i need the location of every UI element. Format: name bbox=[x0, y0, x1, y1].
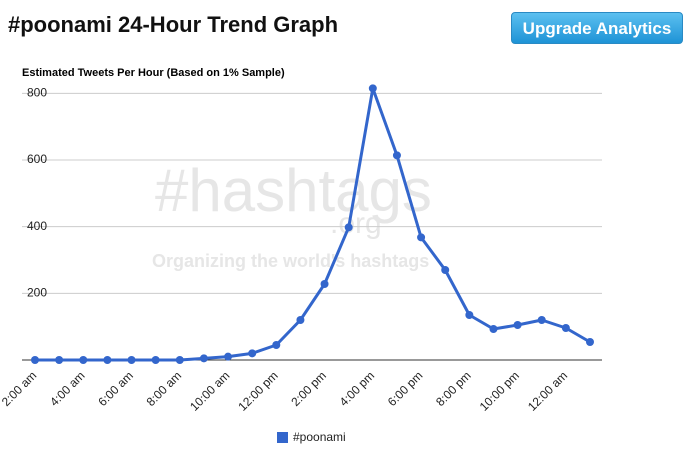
data-point bbox=[465, 311, 474, 319]
data-point bbox=[224, 352, 233, 361]
data-point bbox=[151, 356, 160, 364]
data-point bbox=[103, 356, 112, 364]
watermark: #hashtags .org Organizing the world's ha… bbox=[152, 157, 432, 271]
page-title: #poonami 24-Hour Trend Graph bbox=[8, 12, 338, 37]
data-point bbox=[31, 356, 39, 364]
y-tick-label: 200 bbox=[27, 286, 47, 300]
x-tick-label: 2:00 am bbox=[0, 368, 39, 409]
x-tick-label: 4:00 pm bbox=[337, 368, 378, 409]
data-point bbox=[175, 356, 184, 364]
x-tick-label: 12:00 pm bbox=[235, 368, 280, 413]
x-tick-label: 8:00 pm bbox=[433, 368, 474, 409]
data-point bbox=[344, 223, 353, 232]
data-point bbox=[585, 338, 594, 346]
y-tick-label: 400 bbox=[27, 219, 47, 233]
data-point bbox=[55, 356, 64, 364]
chart-title: Estimated Tweets Per Hour (Based on 1% S… bbox=[22, 67, 285, 79]
data-point bbox=[441, 266, 450, 274]
data-point bbox=[489, 325, 498, 333]
y-tick-label: 800 bbox=[27, 86, 47, 100]
x-tick-label: 10:00 pm bbox=[477, 368, 522, 413]
data-point bbox=[296, 316, 305, 324]
data-point bbox=[537, 316, 546, 324]
data-point bbox=[513, 321, 522, 329]
x-tick-label: 12:00 am bbox=[525, 368, 570, 413]
watermark-tagline: Organizing the world's hashtags bbox=[152, 251, 429, 271]
x-tick-label: 10:00 am bbox=[187, 368, 232, 413]
legend-label: #poonami bbox=[293, 430, 346, 444]
data-point bbox=[368, 84, 377, 93]
data-point bbox=[199, 354, 208, 363]
data-point bbox=[79, 356, 88, 364]
x-tick-label: 2:00 pm bbox=[288, 368, 329, 409]
data-point bbox=[127, 356, 136, 364]
y-tick-label: 600 bbox=[27, 152, 47, 166]
data-point bbox=[248, 349, 257, 358]
data-point bbox=[392, 151, 401, 160]
watermark-domain: .org bbox=[330, 207, 382, 240]
upgrade-button[interactable]: Upgrade Analytics bbox=[511, 12, 683, 44]
x-tick-label: 8:00 am bbox=[144, 368, 185, 409]
data-point bbox=[320, 280, 329, 288]
x-tick-label: 6:00 am bbox=[95, 368, 136, 409]
data-point bbox=[272, 341, 281, 349]
watermark-logo: #hashtags bbox=[155, 157, 432, 224]
x-tick-label: 4:00 am bbox=[47, 368, 88, 409]
data-point bbox=[561, 324, 570, 332]
data-point bbox=[417, 233, 426, 242]
legend-swatch bbox=[277, 432, 288, 443]
series-line bbox=[35, 86, 591, 362]
x-tick-label: 6:00 pm bbox=[385, 368, 426, 409]
